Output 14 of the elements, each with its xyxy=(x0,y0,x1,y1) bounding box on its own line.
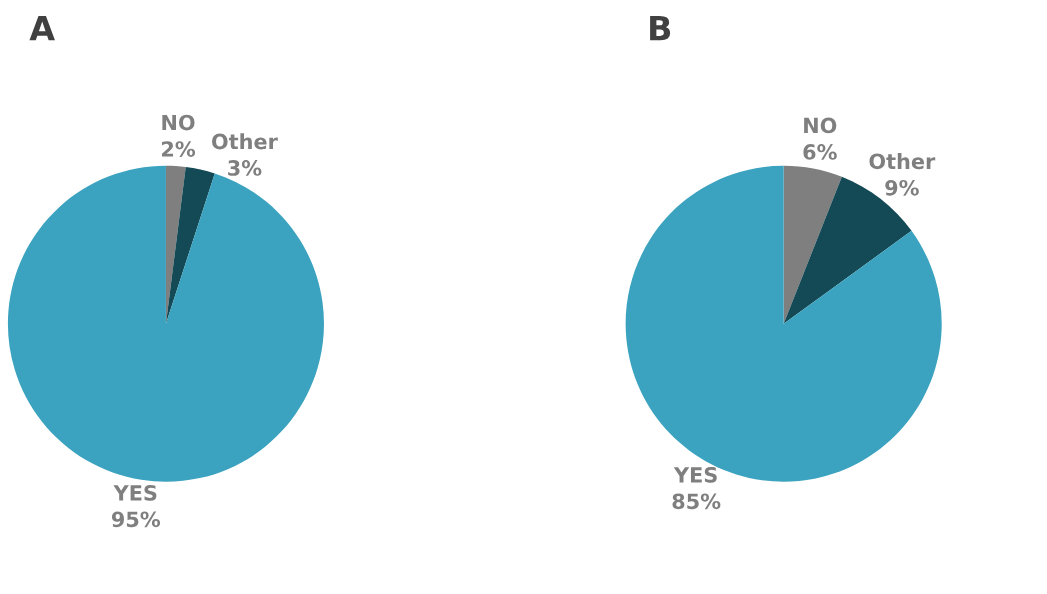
slice-label: YES xyxy=(113,484,157,501)
chart-title: A xyxy=(29,15,55,41)
slice-label: YES xyxy=(673,466,717,483)
data-label: 9% xyxy=(885,179,919,196)
slice-label: Other xyxy=(869,153,936,170)
data-label: 6% xyxy=(803,144,837,160)
slice-label: NO xyxy=(804,117,837,134)
slice-label: Other xyxy=(212,133,278,150)
chart-title: B xyxy=(650,15,671,41)
data-label: 85% xyxy=(672,493,721,510)
data-label: 3% xyxy=(228,160,262,176)
data-label: 2% xyxy=(162,141,196,157)
slice-label: NO xyxy=(162,114,195,131)
data-label: 95% xyxy=(111,511,161,528)
